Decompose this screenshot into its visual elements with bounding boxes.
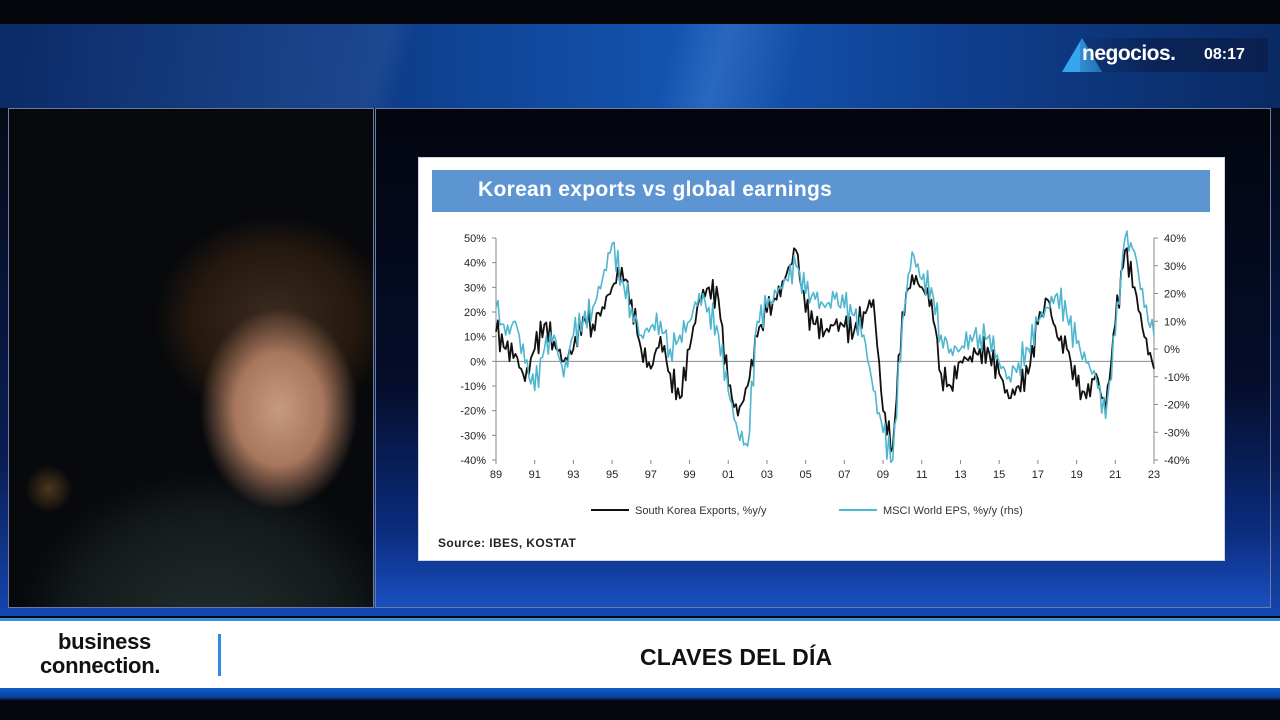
y-left-tick-label: -30% [460,430,486,442]
logo-divider [218,634,221,676]
series-line-exports [495,247,1155,453]
channel-logo-text: negocios. [1082,42,1176,65]
program-logo: business connection. [40,630,160,678]
reporter-video-panel [8,108,374,608]
y-right-tick-label: 20% [1164,289,1186,301]
x-tick-label: 17 [1032,469,1044,481]
y-left-tick-label: -20% [460,406,486,418]
x-tick-label: 93 [567,469,579,481]
x-tick-label: 99 [683,469,695,481]
y-left-tick-label: 10% [464,332,486,344]
x-tick-label: 15 [993,469,1005,481]
y-right-tick-label: -20% [1164,400,1190,412]
top-black-bar [0,0,1280,24]
x-tick-label: 97 [645,469,657,481]
y-left-tick-label: 0% [470,356,486,368]
y-right-tick-label: 40% [1164,233,1186,245]
clock: 08:17 [1204,46,1245,63]
x-tick-label: 89 [490,469,502,481]
x-tick-label: 13 [954,469,966,481]
chart-card [419,158,1224,560]
headline: CLAVES DEL DÍA [640,644,833,670]
x-tick-label: 95 [606,469,618,481]
y-right-tick-label: 30% [1164,261,1186,273]
x-tick-label: 01 [722,469,734,481]
x-tick-label: 03 [761,469,773,481]
y-right-tick-label: 0% [1164,344,1180,356]
y-left-tick-label: 20% [464,307,486,319]
program-logo-line1: business [58,629,151,654]
chart-title: Korean exports vs global earnings [478,178,833,201]
y-left-tick-label: 40% [464,258,486,270]
x-tick-label: 19 [1070,469,1082,481]
series-line-eps [495,230,1155,464]
y-right-tick-label: 10% [1164,316,1186,328]
bottom-band [0,688,1280,720]
chart-source: Source: IBES, KOSTAT [438,536,577,550]
x-tick-label: 09 [877,469,889,481]
brand-bar [1080,38,1268,72]
y-left-tick-label: 50% [464,233,486,245]
x-tick-label: 05 [800,469,812,481]
y-left-tick-label: 30% [464,282,486,294]
channel-brand: negocios. 08:17 [1062,34,1268,74]
x-tick-label: 23 [1148,469,1160,481]
x-tick-label: 91 [529,469,541,481]
legend-label: South Korea Exports, %y/y [635,505,767,517]
program-logo-line2: connection. [40,653,161,678]
line-chart: 50% 40% 30% 20% 10% 0% -10% -20% -30% -40% 40% 30% 2… [460,230,1190,517]
y-right-tick-label: -30% [1164,427,1190,439]
y-left-tick-label: -40% [460,455,486,467]
chart-title-bar [432,170,1210,212]
y-right-tick-label: -40% [1164,455,1190,467]
x-tick-label: 07 [838,469,850,481]
y-right-tick-label: -10% [1164,372,1190,384]
lower-third [0,618,1280,691]
x-tick-label: 21 [1109,469,1121,481]
x-tick-label: 11 [916,469,927,481]
legend-label: MSCI World EPS, %y/y (rhs) [883,505,1023,517]
y-left-tick-label: -10% [460,381,486,393]
